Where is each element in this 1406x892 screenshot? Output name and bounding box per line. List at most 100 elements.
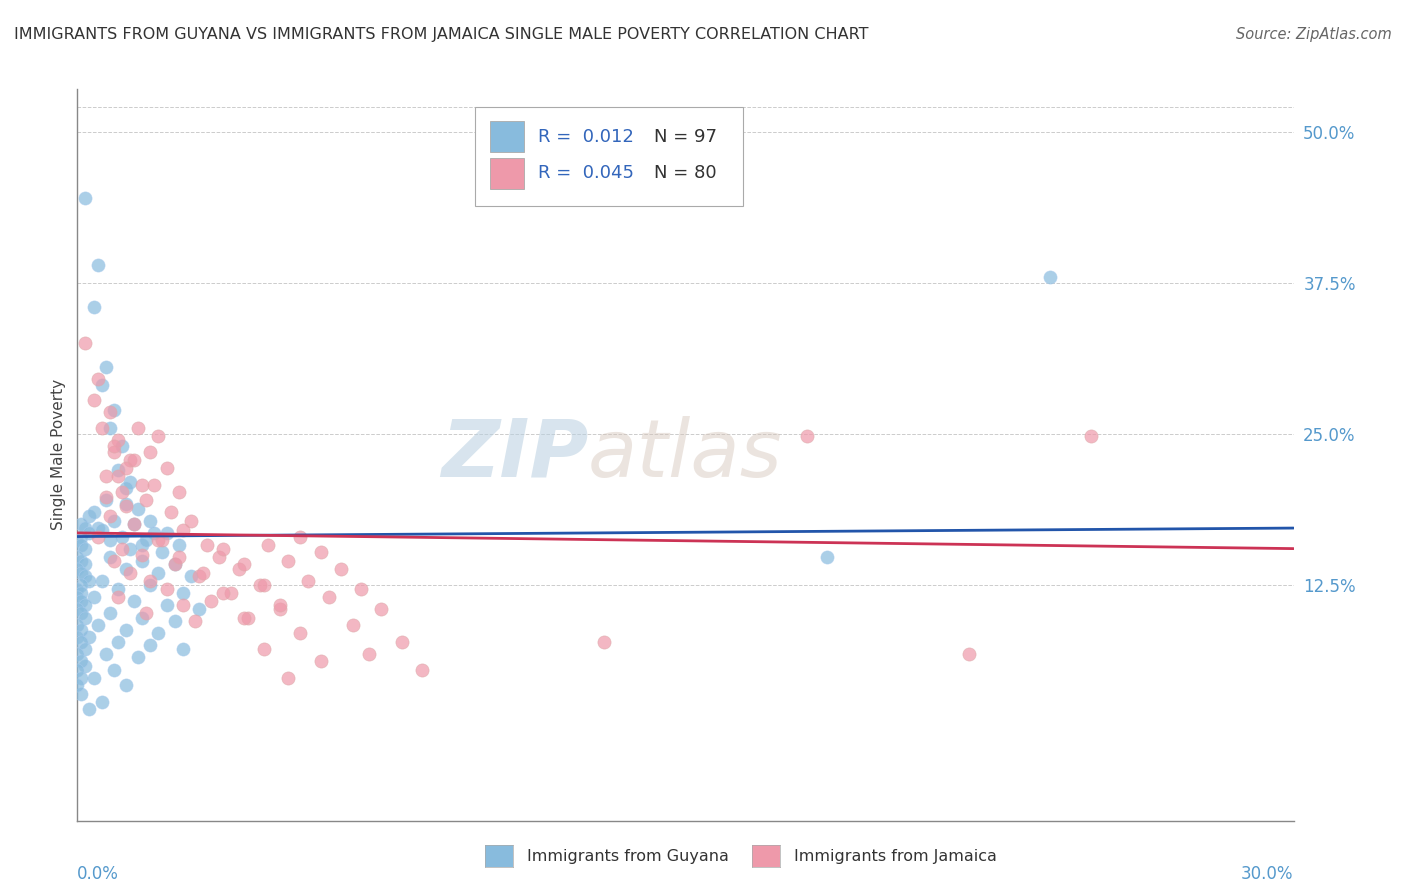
Point: [180, 514, 202, 528]
Point: [111, 439, 134, 453]
FancyBboxPatch shape: [489, 158, 523, 189]
Point: [172, 642, 194, 657]
Text: 30.0%: 30.0%: [1241, 864, 1294, 882]
Point: [127, 421, 149, 435]
Point: [139, 578, 162, 592]
Point: [221, 586, 243, 600]
Point: [131, 610, 153, 624]
Point: [139, 514, 162, 528]
Point: [155, 582, 177, 596]
Point: [90, 574, 112, 589]
Point: [98, 508, 121, 523]
Point: [148, 429, 170, 443]
Point: [350, 582, 373, 596]
Point: [70, 538, 93, 552]
Point: [131, 477, 153, 491]
Point: [318, 590, 340, 604]
Point: [79, 574, 101, 589]
Point: [94, 469, 117, 483]
Point: [148, 626, 170, 640]
Point: [70, 517, 93, 532]
Point: [70, 671, 93, 685]
Y-axis label: Single Male Poverty: Single Male Poverty: [51, 379, 66, 531]
Point: [90, 378, 112, 392]
Point: [107, 634, 129, 648]
Point: [103, 439, 125, 453]
Point: [66, 630, 89, 644]
Point: [212, 541, 235, 556]
Point: [103, 402, 125, 417]
Point: [131, 554, 153, 568]
Point: [98, 533, 121, 548]
Point: [94, 647, 117, 661]
Point: [1039, 269, 1062, 284]
Point: [94, 493, 117, 508]
Point: [167, 484, 190, 499]
Point: [86, 617, 108, 632]
Point: [391, 634, 413, 648]
Point: [329, 562, 352, 576]
Point: [70, 593, 93, 607]
Point: [277, 671, 299, 685]
Point: [342, 617, 364, 632]
Point: [167, 550, 190, 565]
Point: [66, 678, 89, 692]
Point: [139, 574, 162, 589]
Point: [75, 558, 97, 572]
Point: [103, 554, 125, 568]
Point: [90, 695, 112, 709]
Point: [90, 421, 112, 435]
Point: [212, 586, 235, 600]
Text: IMMIGRANTS FROM GUYANA VS IMMIGRANTS FROM JAMAICA SINGLE MALE POVERTY CORRELATIO: IMMIGRANTS FROM GUYANA VS IMMIGRANTS FRO…: [14, 27, 869, 42]
Point: [86, 521, 108, 535]
Point: [107, 590, 129, 604]
Point: [111, 529, 134, 543]
Point: [70, 554, 93, 568]
Point: [208, 550, 231, 565]
Point: [98, 421, 121, 435]
Point: [107, 582, 129, 596]
Point: [118, 453, 141, 467]
Point: [411, 663, 433, 677]
Point: [98, 405, 121, 419]
Point: [70, 634, 93, 648]
Point: [163, 558, 186, 572]
Point: [66, 550, 89, 565]
Point: [957, 647, 980, 661]
Point: [66, 562, 89, 576]
Point: [143, 525, 166, 540]
Point: [83, 300, 105, 314]
Point: [75, 336, 97, 351]
Point: [297, 574, 319, 589]
Point: [70, 566, 93, 580]
Point: [184, 614, 207, 628]
Point: [70, 654, 93, 668]
Point: [70, 529, 93, 543]
Point: [167, 538, 190, 552]
Point: [309, 545, 332, 559]
Text: ZIP: ZIP: [440, 416, 588, 494]
Point: [290, 529, 312, 543]
Point: [593, 634, 616, 648]
Point: [83, 671, 105, 685]
Point: [86, 258, 108, 272]
Point: [107, 433, 129, 447]
Point: [83, 505, 105, 519]
Point: [122, 453, 145, 467]
Point: [66, 647, 89, 661]
Point: [115, 623, 138, 637]
Point: [188, 602, 211, 616]
Point: [79, 508, 101, 523]
Point: [79, 630, 101, 644]
Point: [370, 602, 392, 616]
Point: [143, 477, 166, 491]
Point: [79, 702, 101, 716]
Point: [115, 500, 138, 514]
Point: [107, 463, 129, 477]
Point: [269, 602, 291, 616]
Point: [815, 550, 838, 565]
Point: [79, 525, 101, 540]
Point: [180, 569, 202, 583]
Point: [155, 599, 177, 613]
Point: [66, 663, 89, 677]
